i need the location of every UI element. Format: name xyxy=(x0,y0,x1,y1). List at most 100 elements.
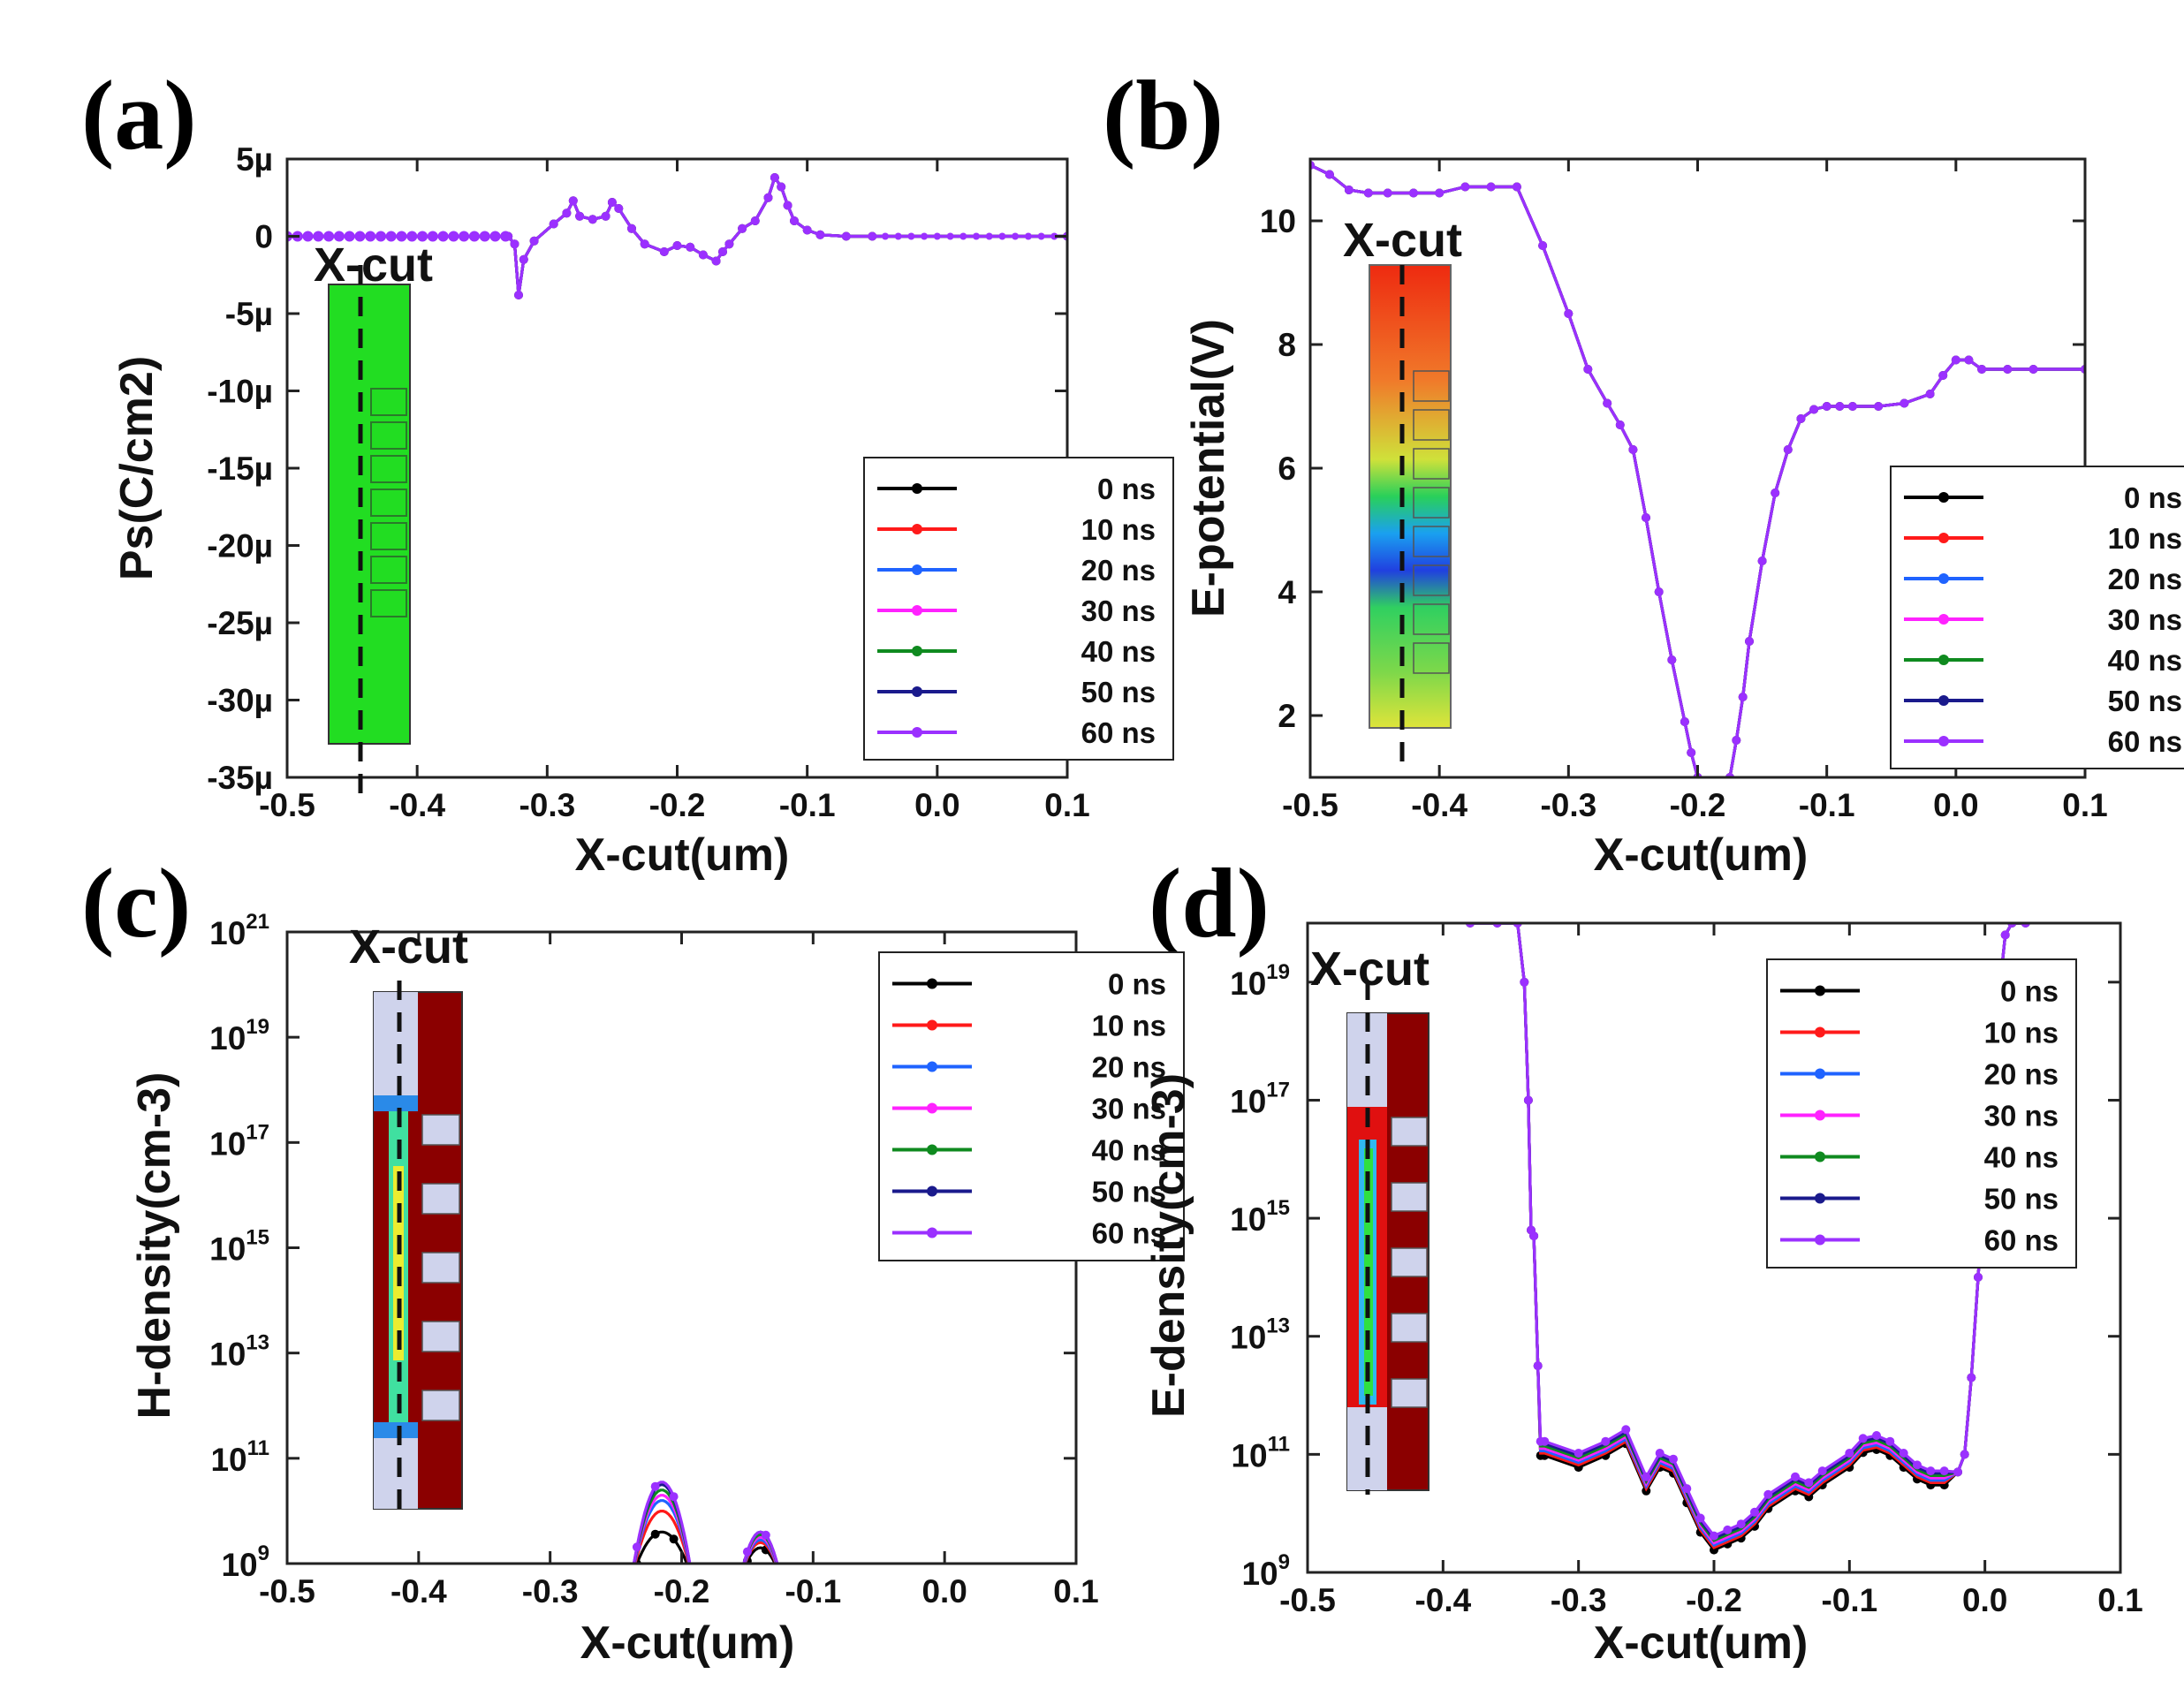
series-marker xyxy=(724,239,734,249)
series-marker xyxy=(790,216,799,225)
series-marker xyxy=(504,1575,512,1584)
legend-label: 10 ns xyxy=(2108,522,2182,555)
series-marker xyxy=(614,204,624,213)
y-tick-label: 5µ xyxy=(236,141,273,178)
series-marker xyxy=(1642,513,1650,522)
y-axis-label: H-density(cm-3) xyxy=(129,1072,180,1420)
series-marker xyxy=(577,1575,586,1584)
series-marker xyxy=(1680,717,1689,726)
x-tick-label: -0.5 xyxy=(259,1573,315,1609)
series-marker xyxy=(320,1575,329,1584)
series-marker xyxy=(933,232,941,240)
x-tick-label: -0.3 xyxy=(519,787,575,823)
device-inset: X-cut xyxy=(349,920,468,1512)
x-tick-label: -0.2 xyxy=(654,1573,710,1609)
x-tick-label: 0.0 xyxy=(1933,787,1978,823)
y-axis-label: E-potential(V) xyxy=(1183,319,1234,617)
y-tick-label: -35µ xyxy=(207,760,273,796)
x-tick-label: -0.3 xyxy=(1540,787,1596,823)
series-marker xyxy=(1344,186,1354,194)
y-tick-label: 1017 xyxy=(209,1120,269,1162)
y-tick-label: -5µ xyxy=(225,296,273,332)
y-tick-label: 8 xyxy=(1278,327,1296,363)
series-marker xyxy=(344,231,355,242)
legend-label: 0 ns xyxy=(2124,481,2182,514)
device-cell xyxy=(1413,409,1450,441)
series-marker xyxy=(627,223,636,233)
x-tick-label: 0.1 xyxy=(2062,787,2107,823)
series-marker xyxy=(1037,1575,1046,1584)
y-tick-label: 6 xyxy=(1278,451,1296,487)
series-marker xyxy=(1796,414,1806,423)
y-tick-label: -15µ xyxy=(207,451,273,487)
series-marker xyxy=(1791,1472,1800,1481)
series-marker xyxy=(466,1575,475,1584)
x-tick-label: -0.1 xyxy=(779,787,836,823)
device-cell xyxy=(370,556,407,584)
series-marker xyxy=(356,1575,365,1584)
series-marker xyxy=(742,1547,752,1556)
device-cell xyxy=(1413,370,1450,402)
legend: 0 ns 10 ns 20 ns 30 ns 40 ns 50 ns 60 ns xyxy=(878,951,1185,1261)
series-marker xyxy=(1736,1519,1746,1529)
x-tick-label: -0.3 xyxy=(522,1573,579,1609)
series-marker xyxy=(724,1575,733,1584)
device-cell xyxy=(370,489,407,517)
y-tick-label: 1011 xyxy=(210,1436,269,1478)
series-marker xyxy=(853,1575,862,1584)
series-marker xyxy=(894,232,902,240)
legend-label: 0 ns xyxy=(1097,473,1156,505)
series-marker xyxy=(1324,170,1334,179)
x-tick-label: -0.1 xyxy=(1821,1582,1877,1618)
panel-c-letter: (c) xyxy=(81,849,191,958)
series-marker xyxy=(1757,557,1767,565)
series-marker xyxy=(595,1575,604,1584)
x-tick-label: 0.0 xyxy=(921,1573,967,1609)
series-marker xyxy=(1783,445,1793,454)
series-marker xyxy=(1953,1467,1962,1477)
chart-panel-b: -0.5 -0.4 -0.3 -0.2 -0.1 0.0 0.1 10 8 6 4 2 X-cut(um… xyxy=(1183,157,2184,881)
series-marker xyxy=(595,1575,604,1584)
legend: 0 ns 10 ns 20 ns 30 ns 40 ns 50 ns 60 ns xyxy=(863,457,1174,761)
device-cell xyxy=(421,1114,460,1146)
series-marker xyxy=(750,216,760,225)
series-marker xyxy=(1538,241,1548,250)
series-marker xyxy=(601,211,610,221)
series-marker xyxy=(1913,1460,1922,1470)
series-marker xyxy=(686,242,695,252)
legend-marker xyxy=(927,1227,937,1238)
series-marker xyxy=(1050,232,1058,240)
device-inset: X-cut xyxy=(314,239,433,799)
device-cell xyxy=(1413,642,1450,674)
series-marker xyxy=(1960,1450,1969,1459)
series-marker xyxy=(485,1575,494,1584)
device-cell xyxy=(370,455,407,483)
series-marker xyxy=(1012,232,1020,240)
series-line-60-ns xyxy=(1470,923,2026,1538)
series-marker xyxy=(802,225,812,235)
device-junction-top xyxy=(374,1095,418,1111)
legend-marker xyxy=(1938,655,1949,665)
series-marker xyxy=(2000,930,2010,940)
plot-area xyxy=(1466,923,2030,1555)
series-marker xyxy=(1655,1449,1665,1458)
series-marker xyxy=(406,231,418,242)
chart-panel-d: -0.5 -0.4 -0.3 -0.2 -0.1 0.0 0.1 1019 1017 1015 10… xyxy=(1143,921,2143,1669)
x-tick-label: 0.1 xyxy=(1044,787,1089,823)
series-marker xyxy=(489,231,501,242)
series-marker xyxy=(815,230,825,239)
device-cell xyxy=(370,589,407,617)
legend-marker xyxy=(1938,736,1949,746)
y-tick-label: 1019 xyxy=(209,1015,269,1057)
series-marker xyxy=(841,231,851,241)
device-cell xyxy=(1391,1313,1428,1343)
legend-marker xyxy=(912,605,922,616)
series-marker xyxy=(466,1575,475,1584)
series-marker xyxy=(356,1575,365,1584)
y-tick-label: -25µ xyxy=(207,605,273,641)
series-marker xyxy=(1628,445,1638,454)
series-marker xyxy=(1809,405,1819,414)
y-tick-label: 1011 xyxy=(1231,1432,1290,1473)
series-marker xyxy=(1900,398,1909,408)
x-tick-label: -0.2 xyxy=(1670,787,1726,823)
